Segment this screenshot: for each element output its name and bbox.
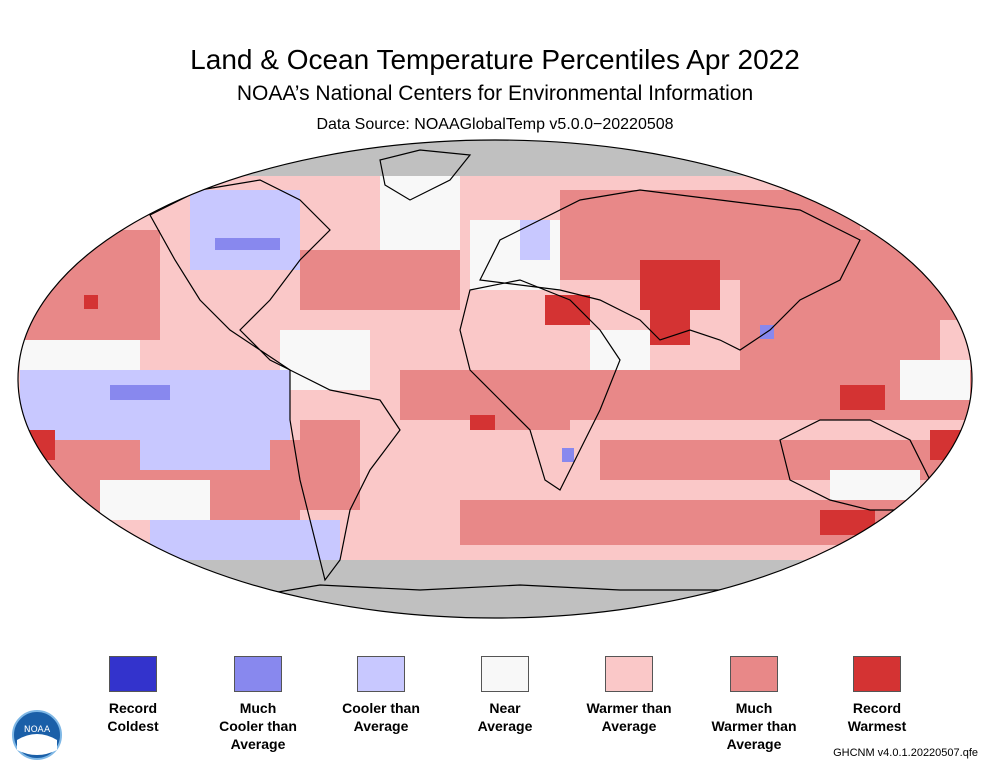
anomaly-region — [460, 500, 972, 545]
legend-label: Cooler than Average — [342, 700, 420, 734]
legend-record-warmest: Record Warmest — [817, 656, 937, 735]
anomaly-region — [640, 260, 720, 310]
anomaly-region — [470, 415, 495, 430]
anomaly-region — [380, 170, 460, 250]
legend-label: Much Warmer than Average — [711, 700, 797, 752]
legend-warmer: Warmer than Average — [569, 656, 689, 735]
anomaly-region — [300, 420, 360, 510]
anomaly-region — [820, 510, 875, 535]
missing-data-antarctic — [18, 560, 972, 618]
anomaly-region — [900, 360, 970, 400]
anomaly-region — [562, 448, 574, 462]
anomaly-region — [110, 385, 170, 400]
legend-label: Record Warmest — [847, 700, 907, 734]
anomaly-region — [84, 295, 98, 309]
anomaly-region — [20, 230, 160, 340]
anomaly-region — [590, 330, 650, 370]
missing-data-arctic — [18, 140, 972, 176]
legend-swatch — [605, 656, 653, 692]
legend-label: Much Cooler than Average — [219, 700, 297, 752]
legend-label: Record Coldest — [107, 700, 159, 734]
map-title: Land & Ocean Temperature Percentiles Apr… — [190, 44, 800, 75]
anomaly-region — [20, 430, 55, 460]
legend-much-warmer: Much Warmer than Average — [694, 656, 814, 753]
anomaly-region — [100, 480, 210, 520]
anomaly-region — [830, 470, 920, 500]
logo-text: NOAA — [24, 725, 51, 735]
legend-label: Warmer than Average — [586, 700, 672, 734]
coastlines — [149, 149, 931, 601]
anomaly-region — [150, 520, 340, 565]
legend-record-coldest: Record Coldest — [73, 656, 193, 735]
anomaly-region — [600, 440, 972, 480]
map-border — [17, 139, 973, 619]
legend-cooler: Cooler than Average — [321, 656, 441, 735]
legend-near-average: Near Average — [445, 656, 565, 735]
legend-swatch — [357, 656, 405, 692]
anomaly-region — [215, 238, 280, 250]
anomaly-region — [140, 430, 270, 470]
data-source: Data Source: NOAAGlobalTemp v5.0.0−20220… — [316, 116, 674, 133]
legend-swatch — [853, 656, 901, 692]
map-subtitle: NOAA’s National Centers for Environmenta… — [236, 82, 754, 105]
legend-label: Near Average — [477, 700, 533, 734]
anomaly-region — [930, 430, 972, 460]
anomaly-region — [520, 220, 550, 260]
anomaly-region — [840, 385, 885, 410]
anomaly-region — [20, 370, 290, 440]
legend-swatch — [234, 656, 282, 692]
anomaly-region — [300, 250, 460, 310]
anomaly-region — [860, 230, 970, 320]
noaa-logo-icon: NOAA — [12, 710, 62, 760]
anomaly-region — [545, 295, 590, 325]
legend-swatch — [481, 656, 529, 692]
anomaly-region — [20, 340, 140, 375]
legend-much-cooler: Much Cooler than Average — [198, 656, 318, 753]
legend-swatch — [730, 656, 778, 692]
credit-text: GHCNM v4.0.1.20220507.qfe — [833, 747, 978, 759]
anomaly-region — [190, 190, 300, 270]
anomaly-region — [650, 310, 690, 345]
anomaly-region — [280, 330, 370, 390]
legend-swatch — [109, 656, 157, 692]
